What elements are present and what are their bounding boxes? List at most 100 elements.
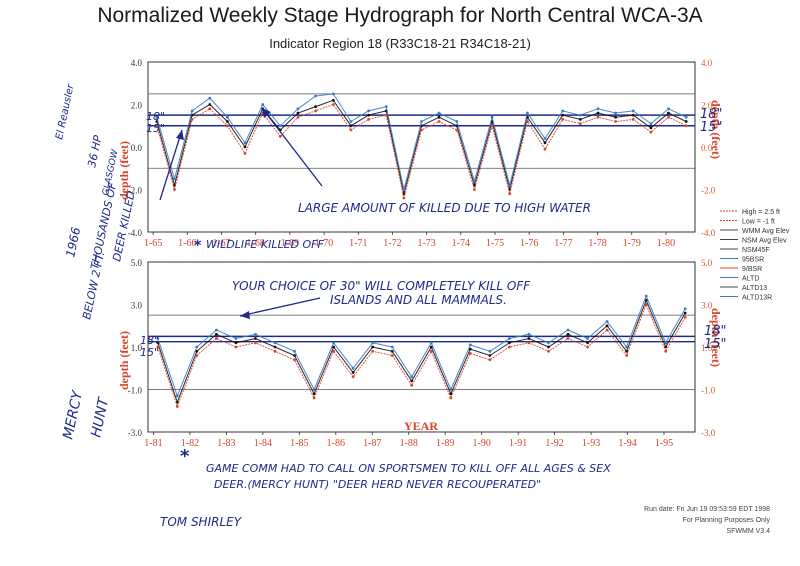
y-tick-label-right: 5.0 <box>701 258 713 268</box>
data-point-red <box>367 118 370 121</box>
data-point-blue <box>312 388 316 391</box>
data-point-red <box>215 337 218 340</box>
top-right-15-label: 15" <box>700 120 723 135</box>
y-tick-label-right: 0.0 <box>701 143 713 153</box>
asterisk-1: * <box>194 238 202 254</box>
series-line-red <box>157 303 686 408</box>
data-point-blue <box>278 124 282 128</box>
data-point-red <box>226 124 229 128</box>
bottom-left-15-label: 15" <box>140 346 159 359</box>
data-point-black <box>367 113 370 117</box>
data-point-black <box>631 113 635 117</box>
y-tick-label-right: -1.0 <box>701 386 716 396</box>
data-point-blue <box>449 388 453 391</box>
legend: High = 2.5 ft Low = -1 ft WMM Avg Elev NSM … <box>720 209 790 302</box>
data-point-black <box>195 349 199 353</box>
data-point-blue <box>420 120 423 123</box>
data-point-red <box>625 354 628 357</box>
data-point-black <box>351 371 355 374</box>
data-point-red <box>234 345 238 349</box>
data-point-blue <box>455 120 459 123</box>
data-point-red <box>547 349 550 353</box>
x-tick-label: 1-73 <box>417 238 435 249</box>
x-tick-label: 1-65 <box>144 238 162 249</box>
data-point-blue <box>175 394 179 398</box>
data-point-black <box>234 341 238 345</box>
x-axis-label: YEAR <box>404 419 438 433</box>
data-point-blue <box>543 137 547 140</box>
y-tick-label-right: -3.0 <box>701 428 716 438</box>
x-tick-label: 1-89 <box>436 438 454 449</box>
x-tick-label: 1-92 <box>545 438 563 449</box>
data-point-blue <box>243 141 247 145</box>
y-tick-label-left: 0.0 <box>131 143 143 153</box>
data-point-red <box>437 120 441 123</box>
y-tick-label-right: 3.0 <box>701 301 713 311</box>
data-point-black <box>547 345 550 349</box>
footer-model: SFWMM V3.4 <box>726 528 770 535</box>
data-point-black <box>561 113 565 117</box>
data-point-black <box>527 337 531 340</box>
data-point-blue <box>155 115 159 119</box>
data-point-black <box>543 141 547 145</box>
y-tick-label-left: -3.0 <box>128 428 143 438</box>
y-tick-label-left: 3.0 <box>131 301 143 311</box>
data-point-red <box>155 124 159 128</box>
data-point-black <box>586 341 589 345</box>
data-point-blue <box>296 107 300 111</box>
bottom-left-18-label: 18" <box>140 334 159 347</box>
left-arrow <box>159 129 183 201</box>
data-point-blue <box>684 115 688 119</box>
data-point-black <box>175 400 179 404</box>
data-point-red <box>468 352 472 355</box>
data-point-blue <box>314 94 317 98</box>
data-point-red <box>384 113 388 117</box>
large-amount-arrow <box>261 107 323 187</box>
data-point-blue <box>349 120 353 123</box>
y-tick-label-left: 5.0 <box>131 258 143 268</box>
x-tick-label: 1-83 <box>217 438 235 449</box>
data-point-blue <box>195 345 199 349</box>
data-point-red <box>293 358 296 362</box>
game-comm-line2: DEER.(MERCY HUNT) "DEER HERD NEVER RECOU… <box>214 478 541 491</box>
data-point-black <box>566 332 570 336</box>
data-point-red <box>684 124 688 128</box>
side-note-36hp: 36 HP <box>85 134 105 169</box>
data-point-red <box>296 115 300 119</box>
data-point-black <box>625 349 628 353</box>
data-point-black <box>314 105 317 108</box>
data-point-blue <box>190 109 194 113</box>
data-point-black <box>273 345 277 349</box>
data-point-red <box>449 396 453 400</box>
data-point-blue <box>596 107 600 111</box>
side-note-1966: 1966 <box>63 225 83 258</box>
data-point-red <box>208 107 212 111</box>
data-point-red <box>578 122 582 125</box>
data-point-red <box>644 303 648 306</box>
chart-subtitle: Indicator Region 18 (R33C18-21 R34C18-21… <box>269 36 531 51</box>
data-point-blue <box>526 111 529 115</box>
data-point-red <box>243 152 247 155</box>
data-point-black <box>296 111 300 115</box>
x-tick-label: 1-82 <box>181 438 199 449</box>
x-tick-label: 1-79 <box>623 238 641 249</box>
data-point-red <box>312 396 316 400</box>
data-point-blue <box>664 341 668 345</box>
top-left-ylabel: depth (feet) <box>117 141 131 200</box>
x-tick-label: 1-71 <box>349 238 367 249</box>
x-tick-label: 1-94 <box>618 438 636 449</box>
x-tick-label: 1-69 <box>281 238 299 249</box>
data-point-black <box>596 111 600 115</box>
data-point-red <box>254 341 257 345</box>
data-point-blue <box>273 341 277 345</box>
x-tick-label: 1-88 <box>400 438 418 449</box>
data-point-red <box>173 188 176 191</box>
data-point-blue <box>293 349 296 353</box>
data-point-blue <box>437 111 441 115</box>
data-point-red <box>402 196 406 200</box>
signature: TOM SHIRLEY <box>160 515 243 529</box>
x-tick-label: 1-95 <box>655 438 673 449</box>
data-point-black <box>437 115 441 119</box>
y-tick-label-left: -1.0 <box>128 386 143 396</box>
